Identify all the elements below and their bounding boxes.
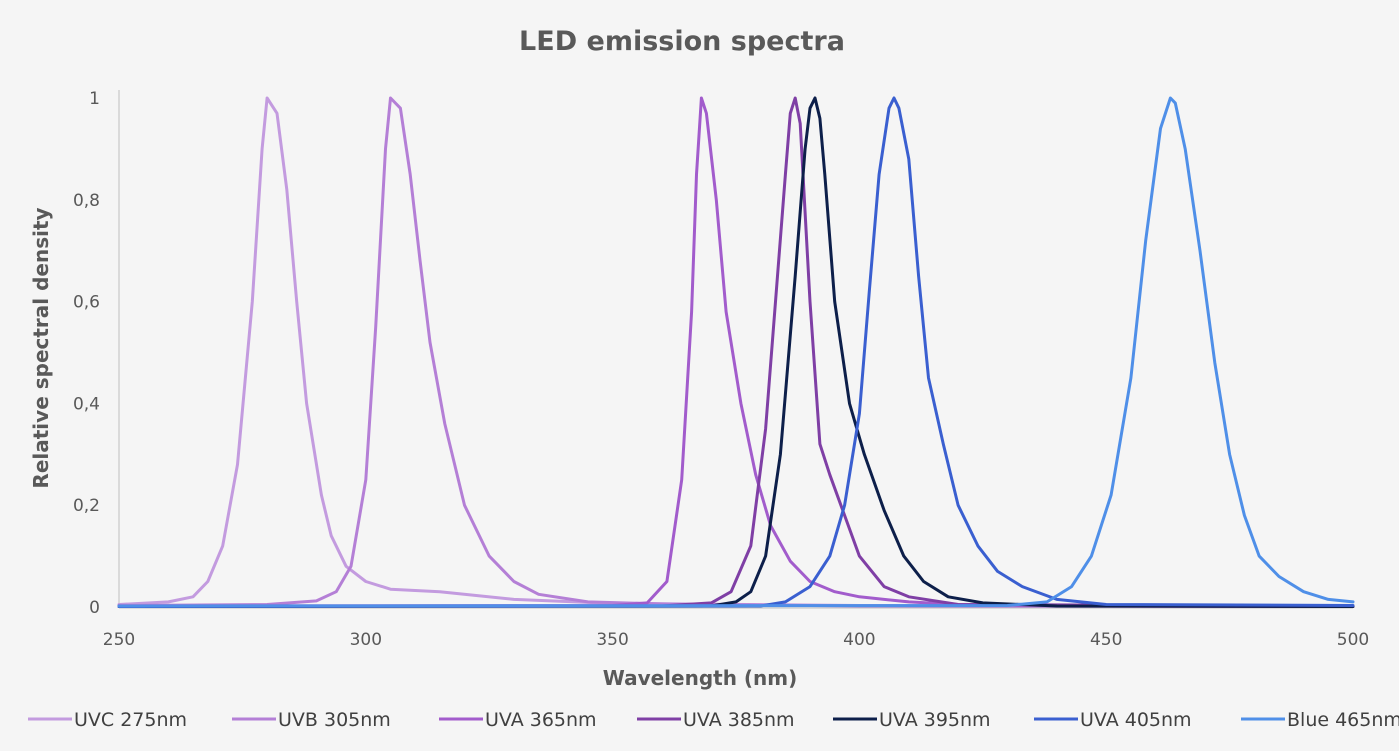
y-tick-label: 0 <box>89 598 100 618</box>
series-line-7 <box>117 96 1355 608</box>
legend-label: Blue 465nm <box>1287 709 1399 731</box>
legend-label: UVA 385nm <box>683 709 795 731</box>
series-layer <box>117 96 1355 608</box>
y-tick-label: 1 <box>89 89 100 109</box>
legend-item: Blue 465nm <box>1241 709 1399 731</box>
legend: UVC 275nm UVB 305nm UVA 365nm UVA 385nm UVA … <box>28 709 1399 731</box>
y-axis-label: Relative spectral density <box>29 207 53 488</box>
legend-label: UVA 395nm <box>879 709 991 731</box>
x-tick-label: 300 <box>350 630 382 650</box>
series-line-4 <box>117 96 1355 608</box>
y-tick-label: 0,2 <box>73 496 100 516</box>
legend-item: UVB 305nm <box>232 709 391 731</box>
y-tick-label: 0,8 <box>73 191 100 211</box>
series-line-5 <box>117 96 1355 608</box>
series-line-6 <box>117 96 1355 608</box>
y-tick-label: 0,4 <box>73 394 100 414</box>
chart-title: LED emission spectra <box>519 26 845 57</box>
ticks-layer: 250 300 350 400 450 500 0 0,2 0,4 0,6 0,8 1 <box>73 89 1369 650</box>
y-tick-label: 0,6 <box>73 293 100 313</box>
x-tick-label: 350 <box>596 630 628 650</box>
x-tick-label: 400 <box>843 630 875 650</box>
legend-label: UVA 405nm <box>1080 709 1192 731</box>
x-tick-label: 500 <box>1337 630 1369 650</box>
legend-item: UVA 405nm <box>1034 709 1192 731</box>
x-tick-label: 250 <box>103 630 135 650</box>
legend-item: UVA 395nm <box>833 709 991 731</box>
legend-item: UVA 385nm <box>637 709 795 731</box>
x-axis-label: Wavelength (nm) <box>603 666 798 690</box>
series-line-1 <box>117 96 1355 608</box>
x-tick-label: 450 <box>1090 630 1122 650</box>
series-line-3 <box>117 96 1355 608</box>
series-line-2 <box>117 96 1355 608</box>
legend-item: UVC 275nm <box>28 709 187 731</box>
legend-label: UVC 275nm <box>74 709 187 731</box>
legend-item: UVA 365nm <box>439 709 597 731</box>
legend-label: UVA 365nm <box>485 709 597 731</box>
legend-label: UVB 305nm <box>278 709 391 731</box>
